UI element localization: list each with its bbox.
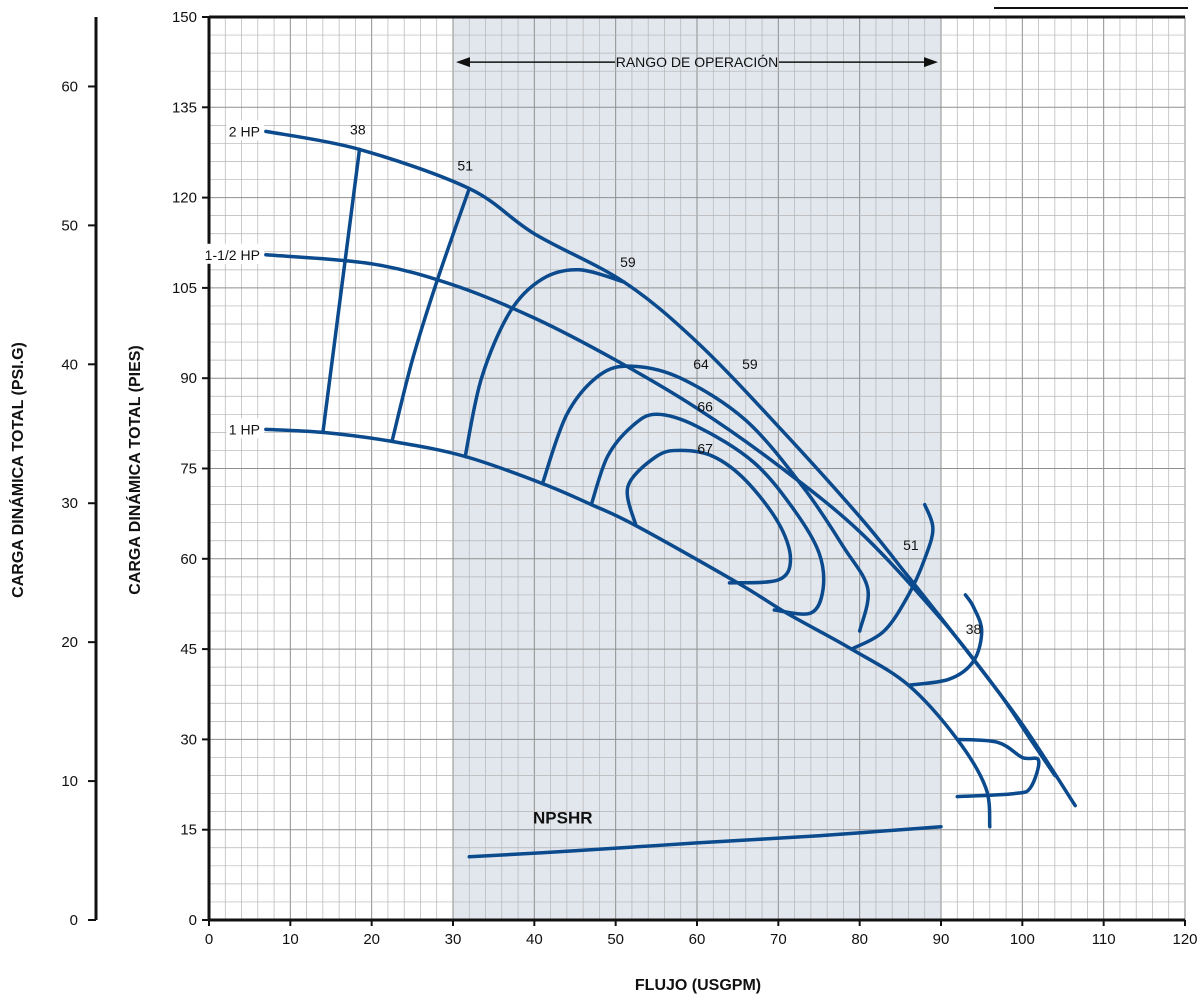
efficiency-label: 67 xyxy=(697,440,713,456)
efficiency-label: 51 xyxy=(903,537,919,553)
y2-tick-label: 30 xyxy=(61,495,78,512)
y2-tick-label: 0 xyxy=(70,912,78,929)
y2-tick-label: 60 xyxy=(61,78,78,95)
operating-range-label: RANGO DE OPERACIÓN xyxy=(616,54,779,70)
efficiency-curve xyxy=(955,737,1041,799)
y-tick-label: 120 xyxy=(172,190,197,207)
y-tick-label: 150 xyxy=(172,9,197,26)
y2-tick-label: 20 xyxy=(61,634,78,651)
hp-label-background xyxy=(226,418,264,439)
y-tick-label: 105 xyxy=(172,280,197,297)
x-tick-label: 60 xyxy=(689,931,706,948)
x-tick-label: 70 xyxy=(770,931,787,948)
x-tick-label: 30 xyxy=(445,931,462,948)
x-tick-label: 110 xyxy=(1092,931,1116,948)
hp-curve-label: 2 HP xyxy=(229,123,260,139)
efficiency-curve xyxy=(540,364,871,633)
x-tick-label: 50 xyxy=(607,931,624,948)
efficiency-curve xyxy=(906,593,984,687)
hp-curve-label: 1 HP xyxy=(229,421,260,437)
y-tick-label: 60 xyxy=(180,551,197,568)
x-tick-label: 120 xyxy=(1172,931,1197,948)
y-tick-label: 0 xyxy=(189,912,197,929)
efficiency-label: 38 xyxy=(966,621,982,637)
efficiency-label: 51 xyxy=(457,158,473,174)
efficiency-curve xyxy=(321,147,362,435)
efficiency-curve xyxy=(625,448,793,585)
efficiency-label: 66 xyxy=(697,398,713,414)
hp-curve xyxy=(264,427,992,829)
y2-tick-label: 50 xyxy=(61,217,78,234)
x-tick-label: 80 xyxy=(851,931,868,948)
efficiency-label: 59 xyxy=(620,254,636,270)
efficiency-curve xyxy=(463,268,626,459)
x-tick-label: 100 xyxy=(1010,931,1035,948)
efficiency-curve xyxy=(849,502,935,651)
npshr-curve xyxy=(467,824,943,859)
x-tick-label: 20 xyxy=(363,931,380,948)
y-tick-label: 30 xyxy=(180,731,197,748)
efficiency-label: 38 xyxy=(350,121,366,137)
range-arrow-left-head xyxy=(456,57,470,68)
hp-label-background xyxy=(226,120,264,141)
y-tick-label: 15 xyxy=(180,822,197,839)
efficiency-label: 64 xyxy=(693,356,709,372)
efficiency-curve xyxy=(390,186,472,444)
x-axis-title: FLUJO (USGPM) xyxy=(635,977,761,994)
efficiency-label: 59 xyxy=(742,356,758,372)
x-tick-label: 10 xyxy=(282,931,299,948)
y-tick-label: 45 xyxy=(180,641,197,658)
y2-tick-label: 40 xyxy=(61,356,78,373)
hp-label-background xyxy=(196,243,264,264)
y2-tick-label: 10 xyxy=(61,773,78,790)
range-arrow-right-head xyxy=(924,57,938,68)
x-tick-label: 40 xyxy=(526,931,543,948)
hp-curve-label: 1-1/2 HP xyxy=(205,247,260,263)
efficiency-curve xyxy=(589,412,826,616)
npshr-label: NPSHR xyxy=(533,809,593,828)
y-axis-title-secondary: CARGA DINÁMICA TOTAL (PSI.G) xyxy=(8,342,27,598)
y-axis-title-primary: CARGA DINÁMICA TOTAL (PIES) xyxy=(125,345,144,594)
x-tick-label: 0 xyxy=(205,931,213,948)
x-tick-label: 90 xyxy=(933,931,950,948)
y-tick-label: 75 xyxy=(180,461,197,478)
y-tick-label: 90 xyxy=(180,370,197,387)
y-tick-label: 135 xyxy=(172,99,197,116)
